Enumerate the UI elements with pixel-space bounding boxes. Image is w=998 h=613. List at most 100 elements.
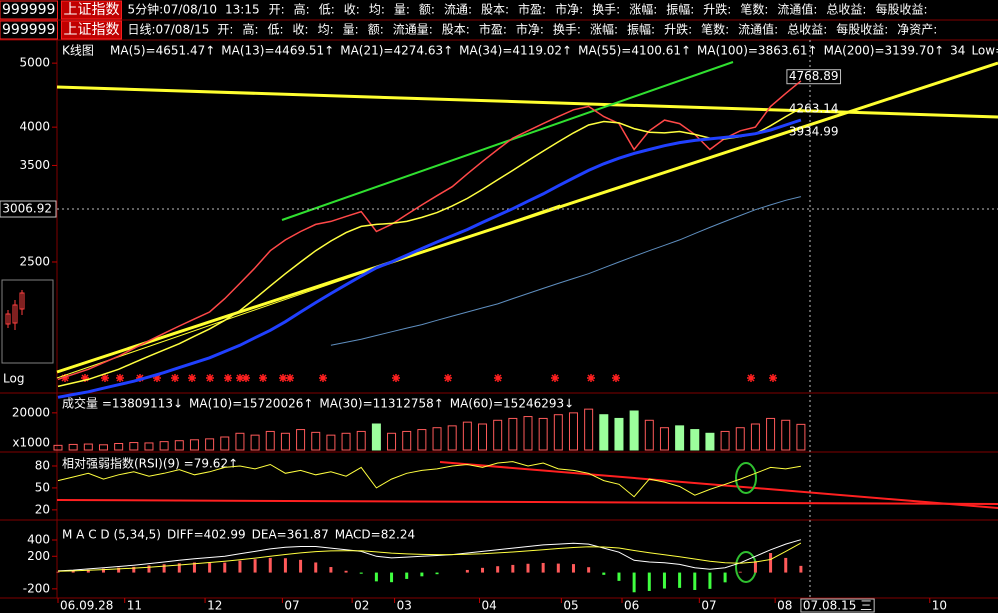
star — [236, 374, 244, 382]
macd-bar — [253, 559, 257, 573]
volume-bar — [250, 434, 260, 451]
header-field: 总收益: — [826, 3, 866, 17]
star — [188, 374, 196, 382]
y-tick-label: 3500 — [19, 158, 50, 172]
star — [551, 374, 559, 382]
star — [392, 374, 400, 382]
series-line — [57, 539, 802, 572]
legend-item: 成交量 =13809113↓ — [62, 396, 183, 411]
y-tick-label: 400 — [27, 532, 50, 546]
macd-bar — [738, 571, 742, 573]
macd-bar — [374, 572, 378, 582]
unit-label: x1000 — [12, 436, 50, 450]
volume-bar — [659, 427, 669, 451]
volume-bar — [98, 444, 108, 451]
y-tick-label: 50 — [35, 480, 50, 494]
star — [242, 374, 250, 382]
volume-bar — [402, 430, 412, 451]
star — [153, 374, 161, 382]
header-field: 5分钟:07/08/10 — [127, 2, 217, 17]
series-line — [57, 80, 802, 381]
y-tick-label: 20000 — [12, 405, 50, 419]
star — [224, 374, 232, 382]
cursor-date: 07.08.15 三 — [803, 599, 872, 613]
series-line — [330, 196, 802, 346]
x-tick-label: 03 — [397, 599, 412, 613]
legend-item: DIFF=402.99 — [167, 528, 246, 542]
volume-bar — [781, 419, 791, 451]
header-field: 升跌: — [703, 2, 731, 17]
legend-item: MA(30)=11312758↑ — [319, 397, 443, 411]
legend-item: MA(60)=15246293↓ — [450, 397, 574, 411]
volume-bar — [523, 416, 533, 451]
header-field: 13:15 — [225, 3, 260, 17]
star — [101, 374, 109, 382]
y-tick-label: 80 — [35, 458, 50, 472]
y-tick-label: 200 — [27, 549, 50, 563]
header-field: 净资产: — [897, 23, 937, 37]
star — [171, 374, 179, 382]
volume-bar — [690, 429, 700, 451]
macd-bar — [708, 572, 712, 589]
volume-bar — [432, 427, 442, 451]
macd-bar — [465, 569, 469, 573]
macd-bar — [526, 563, 530, 573]
volume-bar — [599, 414, 609, 451]
header-field: 流通: — [444, 3, 472, 17]
volume-bar — [675, 425, 685, 451]
volume-bar — [447, 425, 457, 451]
legend-item: DEA=361.87 — [252, 528, 329, 542]
x-tick-label: 10 — [932, 599, 947, 613]
header-field: 总收益: — [787, 23, 827, 37]
header-field: 日线:07/08/15 — [127, 23, 209, 37]
volume-bar — [493, 419, 503, 451]
header-field: 低: — [268, 23, 284, 37]
macd-bar — [86, 569, 90, 573]
macd-bar — [647, 572, 651, 591]
code-box — [0, 0, 58, 20]
y-tick-label: 5000 — [19, 56, 50, 70]
thumbnail-box — [1, 279, 54, 364]
volume-bar — [265, 430, 275, 451]
volume-bar — [750, 423, 760, 451]
volume-bar — [371, 423, 381, 451]
macd-bar — [71, 570, 75, 573]
header-field: 笔数: — [701, 22, 729, 37]
panel-title: K线图 — [62, 44, 94, 58]
header-field: 流通值: — [738, 22, 778, 37]
x-tick-label: 07 — [284, 599, 299, 613]
macd-bar — [420, 572, 424, 577]
volume-bar — [68, 443, 78, 451]
macd-bar — [390, 572, 394, 583]
volume-bar — [478, 423, 488, 451]
legend-item: 相对强弱指数(RSI)(9) =79.62↑ — [62, 456, 238, 471]
star — [61, 374, 69, 382]
volume-bar — [356, 430, 366, 451]
code-box — [0, 20, 58, 40]
macd-bar — [238, 560, 242, 573]
y-tick-label: 2500 — [19, 254, 50, 268]
header-field: 上证指数 — [63, 22, 119, 38]
legend-item: MA(100)=3863.61↑ — [697, 44, 818, 58]
macd-bar — [556, 563, 560, 573]
volume-bar — [296, 429, 306, 451]
header-field: 振幅: — [666, 2, 694, 17]
star — [747, 374, 755, 382]
legend-item: MA(21)=4274.63↑ — [340, 44, 453, 58]
macd-bar — [693, 572, 697, 590]
volume-bar — [553, 414, 563, 451]
star — [286, 374, 294, 382]
volume-bar — [205, 438, 215, 451]
header-field: 股本: — [442, 23, 470, 37]
header-field: 振幅: — [627, 22, 655, 37]
legend-item: MA(200)=3139.70↑ — [824, 44, 945, 58]
macd-bar — [192, 562, 196, 573]
header-field: 笔数: — [740, 2, 768, 17]
volume-bar — [280, 432, 290, 451]
legend-item: MA(5)=4651.47↑ — [110, 44, 215, 58]
header-field: 均: — [369, 3, 385, 17]
volume-bar — [508, 417, 518, 451]
x-tick-label: 02 — [354, 599, 369, 613]
volume-bar — [735, 427, 745, 451]
